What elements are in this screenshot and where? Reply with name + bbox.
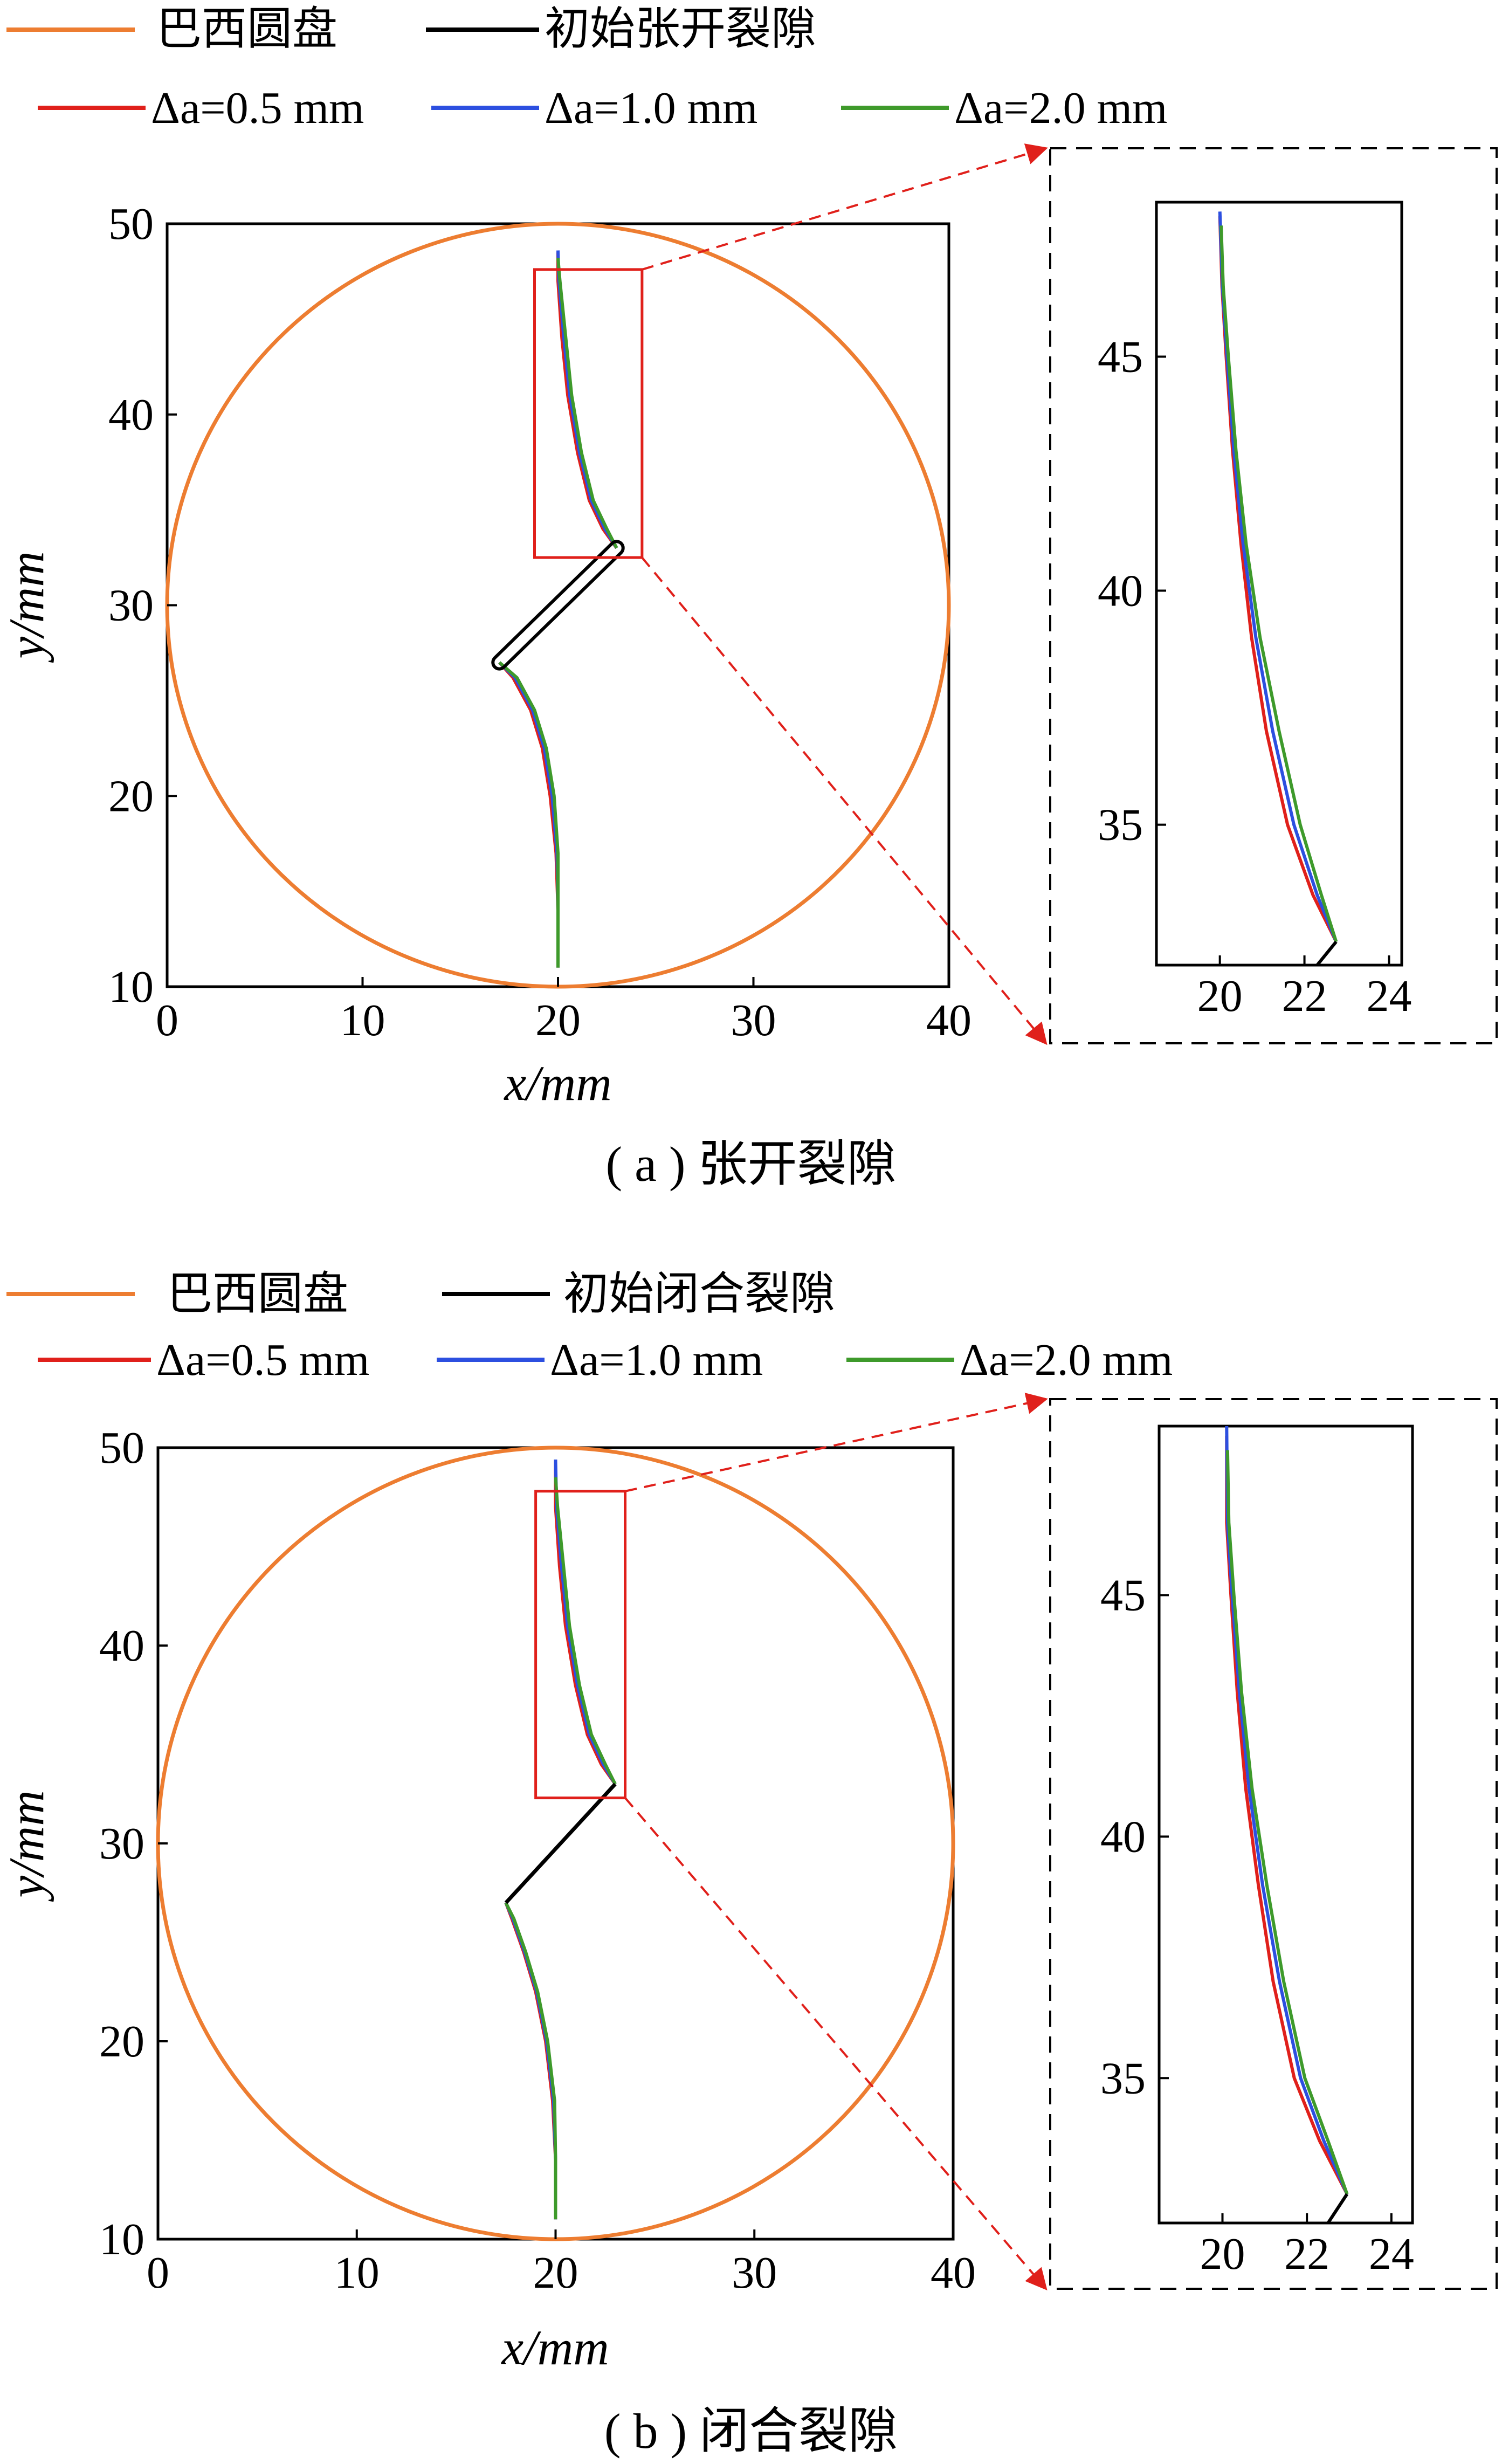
y-tick-label: 20 <box>108 771 154 821</box>
legend-b-da20-label: Δa=2.0 mm <box>960 1335 1173 1385</box>
legend-a-disc-label: 巴西圆盘 <box>156 4 337 54</box>
crack-path-upper-da05 <box>556 252 618 549</box>
zoom-box <box>534 1490 627 1800</box>
zoom-box <box>533 268 644 559</box>
zoom-arrow-bottom <box>624 1797 1048 2291</box>
legend-b-da05-label: Δa=0.5 mm <box>156 1335 369 1385</box>
inset-y-tick-label: 40 <box>1100 1812 1146 1862</box>
inset-y-tick-label: 45 <box>1098 332 1143 382</box>
caption-b: ( b ) 闭合裂隙 <box>604 2404 898 2459</box>
zoom-arrow-bottom <box>641 556 1048 1045</box>
legend-b-initial-label: 初始闭合裂隙 <box>563 1269 835 1319</box>
y-tick-label: 10 <box>108 962 154 1012</box>
plot-a-ylabel: y/mm <box>0 551 54 663</box>
inset-crack-path-da05 <box>1225 1435 1349 2195</box>
x-tick-label: 20 <box>533 2248 578 2298</box>
x-tick-label: 40 <box>926 995 972 1045</box>
y-tick-label: 50 <box>108 199 154 249</box>
y-tick-label: 40 <box>99 1621 144 1671</box>
x-tick-label: 40 <box>931 2248 976 2298</box>
inset-y-tick-label: 35 <box>1100 2053 1146 2103</box>
zoom-arrow-top <box>642 143 1048 271</box>
crack-path-lower-da05 <box>498 661 560 968</box>
panel-b: 巴西圆盘 初始闭合裂隙 Δa=0.5 mm Δa=1.0 mm Δa=2.0 m… <box>0 1269 1498 2459</box>
inset-y-tick-label: 45 <box>1100 1571 1146 1621</box>
inset-b-dashed-frame <box>1049 1398 1498 2290</box>
x-tick-label: 30 <box>731 995 776 1045</box>
crack-path-lower-da10 <box>504 1902 557 2220</box>
y-tick-label: 20 <box>99 2016 144 2067</box>
inset-a-frame <box>1155 201 1403 967</box>
x-tick-label: 0 <box>156 995 178 1045</box>
crack-path-lower-da20 <box>504 1902 557 2220</box>
inset-a-dashed-frame <box>1049 147 1498 1044</box>
inset-x-tick-label: 20 <box>1197 971 1243 1021</box>
inset-a-marks <box>1218 211 1338 966</box>
inset-x-tick-label: 22 <box>1282 971 1327 1021</box>
x-tick-label: 20 <box>535 995 581 1045</box>
inset-x-tick-label: 22 <box>1284 2229 1329 2279</box>
y-tick-label: 40 <box>108 390 154 440</box>
zoom-b-arrows <box>624 1393 1048 2291</box>
crack-path-lower-da20 <box>498 661 560 968</box>
inset-b-ticks: 20 22 24 35 40 45 <box>1100 1571 1414 2279</box>
x-tick-label: 0 <box>147 2248 169 2298</box>
plot-b-xlabel: x/mm <box>500 2320 609 2375</box>
zoom-arrow-top <box>625 1393 1048 1492</box>
y-tick-label: 50 <box>99 1423 144 1473</box>
plot-b-ylabel: y/mm <box>0 1790 54 1902</box>
legend-a-da05-label: Δa=0.5 mm <box>151 83 364 133</box>
inset-b-frame <box>1157 1424 1414 2225</box>
inset-initial-crack-tail <box>1315 940 1338 966</box>
x-tick-label: 10 <box>340 995 385 1045</box>
x-tick-label: 30 <box>732 2248 777 2298</box>
plot-b-marks <box>156 1446 955 2241</box>
x-tick-label: 10 <box>334 2248 380 2298</box>
legend-a-da10-label: Δa=1.0 mm <box>545 83 757 133</box>
inset-crack-path-da05 <box>1218 216 1338 942</box>
initial-crack-slot <box>491 540 625 671</box>
y-tick-label: 10 <box>99 2214 144 2265</box>
legend-b-da10-label: Δa=1.0 mm <box>550 1335 763 1385</box>
inset-crack-path-da10 <box>1218 211 1338 942</box>
inset-x-tick-label: 24 <box>1369 2229 1414 2279</box>
inset-crack-path-da10 <box>1225 1426 1349 2195</box>
crack-path-upper-da20 <box>556 258 618 549</box>
crack-path-upper-da20 <box>554 1477 617 1785</box>
zoom-a-arrows <box>641 143 1048 1045</box>
inset-y-tick-label: 40 <box>1098 566 1143 616</box>
y-tick-label: 30 <box>99 1819 144 1869</box>
plot-a-marks <box>165 222 951 989</box>
y-tick-label: 30 <box>108 581 154 631</box>
initial-crack-line <box>504 1782 617 1904</box>
plot-a-xlabel: x/mm <box>503 1056 611 1111</box>
inset-initial-crack-tail <box>1326 2193 1349 2224</box>
inset-x-tick-label: 24 <box>1366 971 1411 1021</box>
panel-a: 巴西圆盘 初始张开裂隙 Δa=0.5 mm Δa=1.0 mm Δa=2.0 m… <box>0 4 1498 1192</box>
inset-crack-path-da20 <box>1225 1450 1349 2195</box>
legend-a-initial-label: 初始张开裂隙 <box>545 4 816 54</box>
inset-x-tick-label: 20 <box>1200 2229 1245 2279</box>
caption-a: ( a ) 张开裂隙 <box>605 1137 896 1192</box>
legend-a-da20-label: Δa=2.0 mm <box>954 83 1167 133</box>
inset-b-marks <box>1225 1426 1349 2224</box>
inset-y-tick-label: 35 <box>1098 800 1143 850</box>
legend-b-disc-label: 巴西圆盘 <box>167 1269 348 1319</box>
legend-a: 巴西圆盘 初始张开裂隙 Δa=0.5 mm Δa=1.0 mm Δa=2.0 m… <box>6 4 1167 133</box>
legend-b: 巴西圆盘 初始闭合裂隙 Δa=0.5 mm Δa=1.0 mm Δa=2.0 m… <box>6 1269 1173 1385</box>
inset-crack-path-da20 <box>1219 225 1338 942</box>
crack-path-upper-da05 <box>554 1461 617 1785</box>
inset-a-ticks: 20 22 24 35 40 45 <box>1098 332 1411 1021</box>
